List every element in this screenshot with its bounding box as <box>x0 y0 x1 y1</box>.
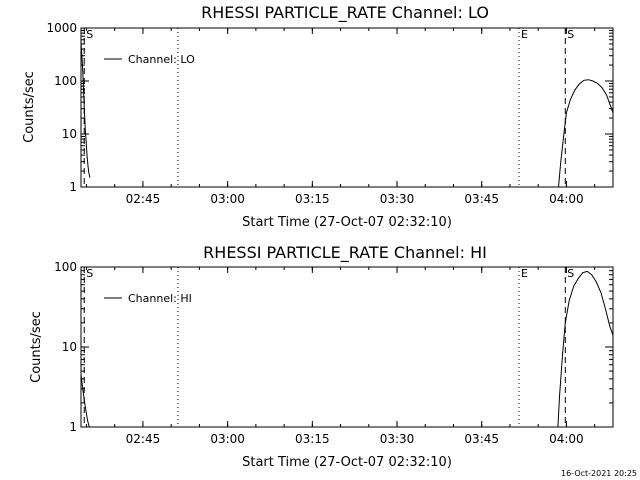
plot-frame <box>80 27 614 188</box>
panel-lo: RHESSI PARTICLE_RATE Channel: LO Counts/… <box>22 3 614 230</box>
event-marker-label: S <box>567 267 574 280</box>
y-tick-label: 100 <box>54 74 77 88</box>
x-axis-label: Start Time (27-Oct-07 02:32:10) <box>242 215 452 230</box>
x-tick-label: 02:45 <box>126 192 161 206</box>
legend-entry: Channel: LO <box>128 53 195 66</box>
y-tick-label: 1 <box>69 420 77 434</box>
event-marker-label: E <box>521 267 528 280</box>
series-line <box>557 270 613 427</box>
plot-area: 02:45 03:00 03:15 03:30 03:45 04:00 1 10 100 S E S <box>54 260 613 446</box>
x-tick-label: 04:00 <box>549 192 584 206</box>
event-marker-label: E <box>521 28 528 41</box>
legend-entry: Channel: HI <box>128 292 192 305</box>
y-axis-label: Counts/sec <box>29 311 44 383</box>
x-tick-label: 03:00 <box>210 192 245 206</box>
y-axis-label: Counts/sec <box>22 71 37 143</box>
x-tick-label: 02:45 <box>126 432 161 446</box>
event-marker-label: S <box>86 28 93 41</box>
chart-title: RHESSI PARTICLE_RATE Channel: LO <box>201 3 489 23</box>
chart-title: RHESSI PARTICLE_RATE Channel: HI <box>203 243 487 263</box>
x-tick-label: 03:30 <box>380 432 415 446</box>
plot-area: 02:45 03:00 03:15 03:30 03:45 04:00 1 10 100 1000… <box>46 21 613 206</box>
y-tick-label: 1000 <box>46 21 77 35</box>
event-marker-label: S <box>567 28 574 41</box>
plot-frame <box>80 266 614 428</box>
series-line <box>81 41 91 178</box>
x-tick-label: 03:45 <box>464 432 499 446</box>
y-tick-label: 100 <box>54 260 77 274</box>
y-tick-label: 1 <box>69 180 77 194</box>
x-tick-label: 03:15 <box>295 192 330 206</box>
timestamp: 16-Oct-2021 20:25 <box>561 469 637 478</box>
x-tick-label: 03:30 <box>380 192 415 206</box>
legend: Channel: HI <box>104 292 192 305</box>
series-line <box>81 374 90 427</box>
panel-hi: RHESSI PARTICLE_RATE Channel: HI Counts/… <box>29 243 614 470</box>
x-tick-label: 03:45 <box>464 192 499 206</box>
y-tick-label: 10 <box>62 127 77 141</box>
x-tick-label: 03:15 <box>295 432 330 446</box>
series-line <box>558 79 613 187</box>
x-tick-label: 04:00 <box>549 432 584 446</box>
legend: Channel: LO <box>104 53 195 66</box>
x-axis-label: Start Time (27-Oct-07 02:32:10) <box>242 455 452 470</box>
x-tick-label: 03:00 <box>210 432 245 446</box>
y-tick-label: 10 <box>62 340 77 354</box>
event-marker-label: S <box>86 267 93 280</box>
